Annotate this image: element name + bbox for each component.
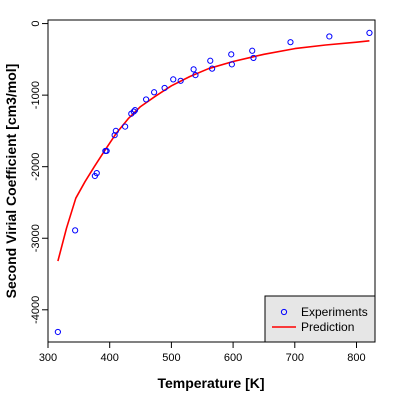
experiment-point: [161, 84, 168, 92]
experiment-point: [122, 123, 129, 130]
experiment-point: [207, 57, 214, 64]
x-tick-label: 500: [162, 352, 180, 364]
y-tick-label: -3000: [30, 224, 42, 252]
prediction-line: [57, 40, 370, 262]
experiment-point: [228, 61, 235, 68]
prediction-line-layer: [57, 40, 370, 262]
x-tick-label: 800: [347, 352, 365, 364]
experiment-point: [131, 107, 139, 114]
y-axis: 0 -1000 -2000 -3000 -4000: [30, 21, 48, 324]
experiment-point: [228, 51, 235, 58]
experiment-point: [103, 147, 110, 155]
plot-frame: [47, 19, 376, 343]
experiment-point: [287, 39, 294, 46]
experiment-point: [151, 89, 158, 96]
experiment-point: [249, 47, 256, 54]
x-tick-label: 400: [101, 352, 119, 364]
y-tick-label: -2000: [30, 153, 42, 181]
experiment-point: [111, 132, 118, 139]
experiment-point: [93, 170, 100, 177]
legend-box: [264, 295, 376, 343]
y-tick-label: 0: [30, 21, 42, 27]
x-tick-label: 300: [39, 352, 57, 364]
experiment-point: [190, 66, 197, 73]
y-axis-title: Second Virial Coefficient [cm3/mol]: [3, 64, 19, 299]
x-axis-title: Temperature [K]: [157, 375, 264, 391]
experiment-point: [112, 127, 119, 135]
legend-experiments-marker: [280, 308, 288, 316]
experiment-point: [192, 71, 199, 79]
legend-experiments-label: Experiments: [301, 305, 368, 319]
legend-prediction-label: Prediction: [301, 320, 354, 334]
y-tick-label: -4000: [30, 296, 42, 324]
experiment-point: [130, 108, 137, 115]
experiment-point: [143, 96, 150, 103]
y-tick-label: -1000: [30, 81, 42, 109]
experiment-point: [326, 33, 333, 40]
experiment-point: [54, 328, 61, 336]
x-tick-label: 600: [224, 352, 242, 364]
experiment-points-layer: [54, 29, 373, 336]
experiment-point: [366, 29, 373, 36]
experiment-point: [209, 65, 216, 72]
experiment-point: [72, 227, 79, 234]
experiment-point: [177, 77, 184, 84]
experiment-point: [250, 54, 257, 62]
x-tick-label: 700: [286, 352, 304, 364]
experiment-point: [170, 76, 177, 83]
legend: Experiments Prediction: [264, 295, 376, 343]
x-axis: 300 400 500 600 700 800: [39, 342, 366, 364]
